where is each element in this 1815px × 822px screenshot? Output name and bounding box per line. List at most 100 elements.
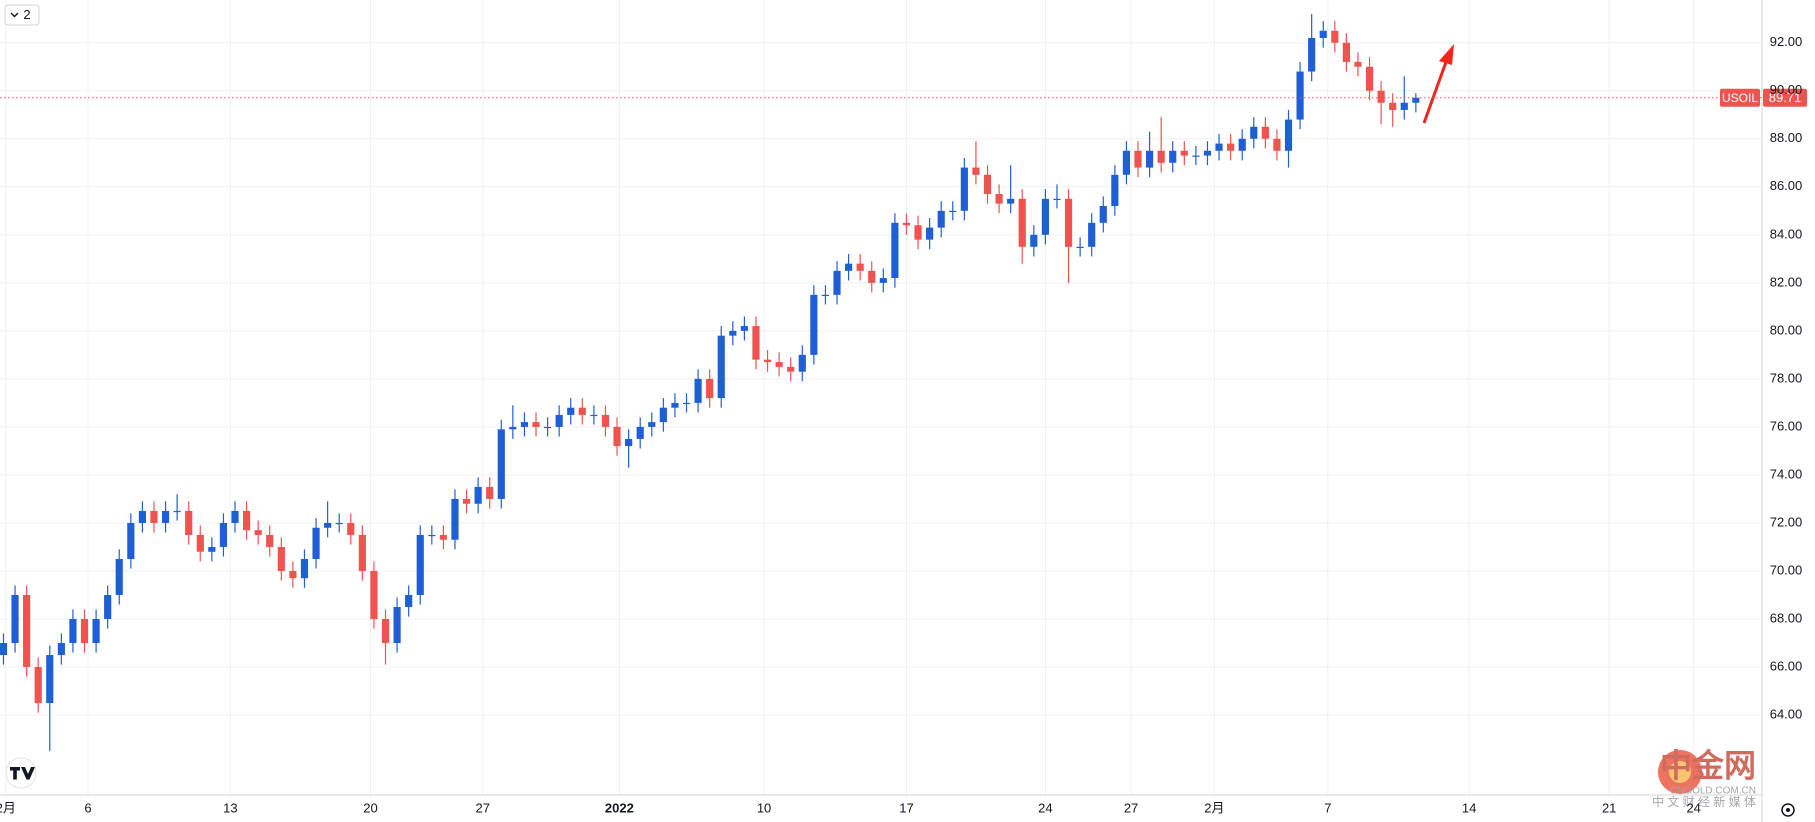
candle-body <box>532 422 540 427</box>
candle-body <box>775 362 783 367</box>
candle-body <box>879 278 887 283</box>
symbol-label: USOIL <box>1722 91 1758 105</box>
candle-body <box>370 570 378 620</box>
candle-body <box>1099 206 1107 223</box>
candle-body <box>0 643 8 656</box>
candle-body <box>671 402 679 408</box>
candle-body <box>543 426 552 429</box>
toggle-box[interactable] <box>4 4 40 26</box>
candle-body <box>1169 150 1177 163</box>
candle-body <box>1331 30 1339 43</box>
y-tick-label: 76.00 <box>1770 418 1803 433</box>
candle-body <box>1007 198 1015 204</box>
candle-body <box>1041 198 1049 235</box>
candle-body <box>1064 198 1073 247</box>
candle-body <box>682 402 691 405</box>
watermark-slogan: 中 文 财 经 新 媒 体 <box>1652 794 1756 809</box>
watermark: 中金网 CNGOLD.COM.CN 中 文 财 经 新 媒 体 <box>1652 747 1756 809</box>
candle-body <box>462 498 471 504</box>
candle-body <box>161 510 170 523</box>
candle-body <box>613 426 621 447</box>
candle-body <box>115 558 123 595</box>
candle-body <box>995 194 1003 204</box>
candle-body <box>57 643 65 656</box>
x-tick-label: 24 <box>1686 800 1700 815</box>
candle-body <box>706 378 714 399</box>
candle-body <box>127 522 135 559</box>
grid <box>0 0 1762 795</box>
watermark-logo-inner <box>1669 761 1691 783</box>
y-tick-label: 64.00 <box>1770 706 1803 721</box>
logo-circle <box>5 757 37 789</box>
y-tick-label: 66.00 <box>1770 658 1803 673</box>
candle-body <box>578 407 586 415</box>
candle-body <box>601 414 610 427</box>
candle-body <box>1145 150 1154 168</box>
candle-body <box>972 167 980 175</box>
candle-body <box>1354 61 1362 67</box>
watermark-domain: CNGOLD.COM.CN <box>1670 786 1756 797</box>
candle-body <box>428 534 436 537</box>
candle-body <box>1122 150 1131 175</box>
x-tick-label: 7 <box>1324 800 1331 815</box>
price-labels: USOIL 89.71 <box>0 88 1807 107</box>
logo-mark <box>9 767 35 780</box>
candle-body <box>1180 150 1188 156</box>
candle-body <box>1319 30 1327 38</box>
candle-body <box>451 498 459 540</box>
candle-body <box>740 326 748 331</box>
x-tick-label: 27 <box>476 800 490 815</box>
x-tick-label: 13 <box>223 800 237 815</box>
candle-body <box>1284 119 1293 151</box>
candle-body <box>1053 198 1061 201</box>
candle-body <box>659 407 667 423</box>
candle-body <box>926 227 934 240</box>
candle-body <box>1088 222 1096 247</box>
y-tick-label: 82.00 <box>1770 274 1803 289</box>
candle-body <box>960 167 968 211</box>
x-tick-label: 14 <box>1462 800 1476 815</box>
y-tick-label: 84.00 <box>1770 226 1803 241</box>
y-tick-label: 92.00 <box>1770 34 1803 49</box>
candle-body <box>983 174 992 195</box>
candle-body <box>1261 126 1269 139</box>
candle-body <box>1203 150 1212 156</box>
candle-body <box>636 426 644 439</box>
x-tick-label: 2022 <box>605 800 634 815</box>
candle-body <box>185 510 193 535</box>
candle-body <box>1018 198 1026 247</box>
candle-body <box>474 486 482 504</box>
candle-body <box>405 594 413 607</box>
indicator-toggle[interactable]: 2 <box>4 4 40 26</box>
candle-body <box>937 210 945 228</box>
candle-body <box>23 594 31 668</box>
candle-body <box>312 527 320 559</box>
chevron <box>10 12 19 18</box>
candle-body <box>92 619 100 644</box>
last-price-box <box>1763 88 1807 107</box>
gear-ring <box>1781 803 1795 817</box>
candle-body <box>729 330 737 336</box>
candle-body <box>208 546 216 552</box>
x-tick-label: 10 <box>757 800 771 815</box>
settings-button[interactable] <box>1781 803 1795 817</box>
tv-logo[interactable] <box>5 757 37 789</box>
candle-body <box>914 225 922 240</box>
candle-body <box>717 335 725 399</box>
candle-body <box>1273 138 1281 151</box>
candle-body <box>266 534 274 547</box>
candle-body <box>1157 150 1165 163</box>
x-tick-label: 6 <box>84 800 91 815</box>
candle-body <box>196 534 204 552</box>
y-tick-label: 72.00 <box>1770 514 1803 529</box>
toggle-count: 2 <box>23 7 30 22</box>
candle-body <box>1076 246 1084 249</box>
candle-body <box>1308 37 1316 72</box>
candle-body <box>1250 126 1258 139</box>
candle-body <box>810 294 818 355</box>
candle-body <box>1296 71 1304 120</box>
candles <box>0 13 1420 752</box>
candle-body <box>567 407 575 415</box>
candle-body <box>1192 155 1200 157</box>
gear-hub <box>1786 808 1790 812</box>
